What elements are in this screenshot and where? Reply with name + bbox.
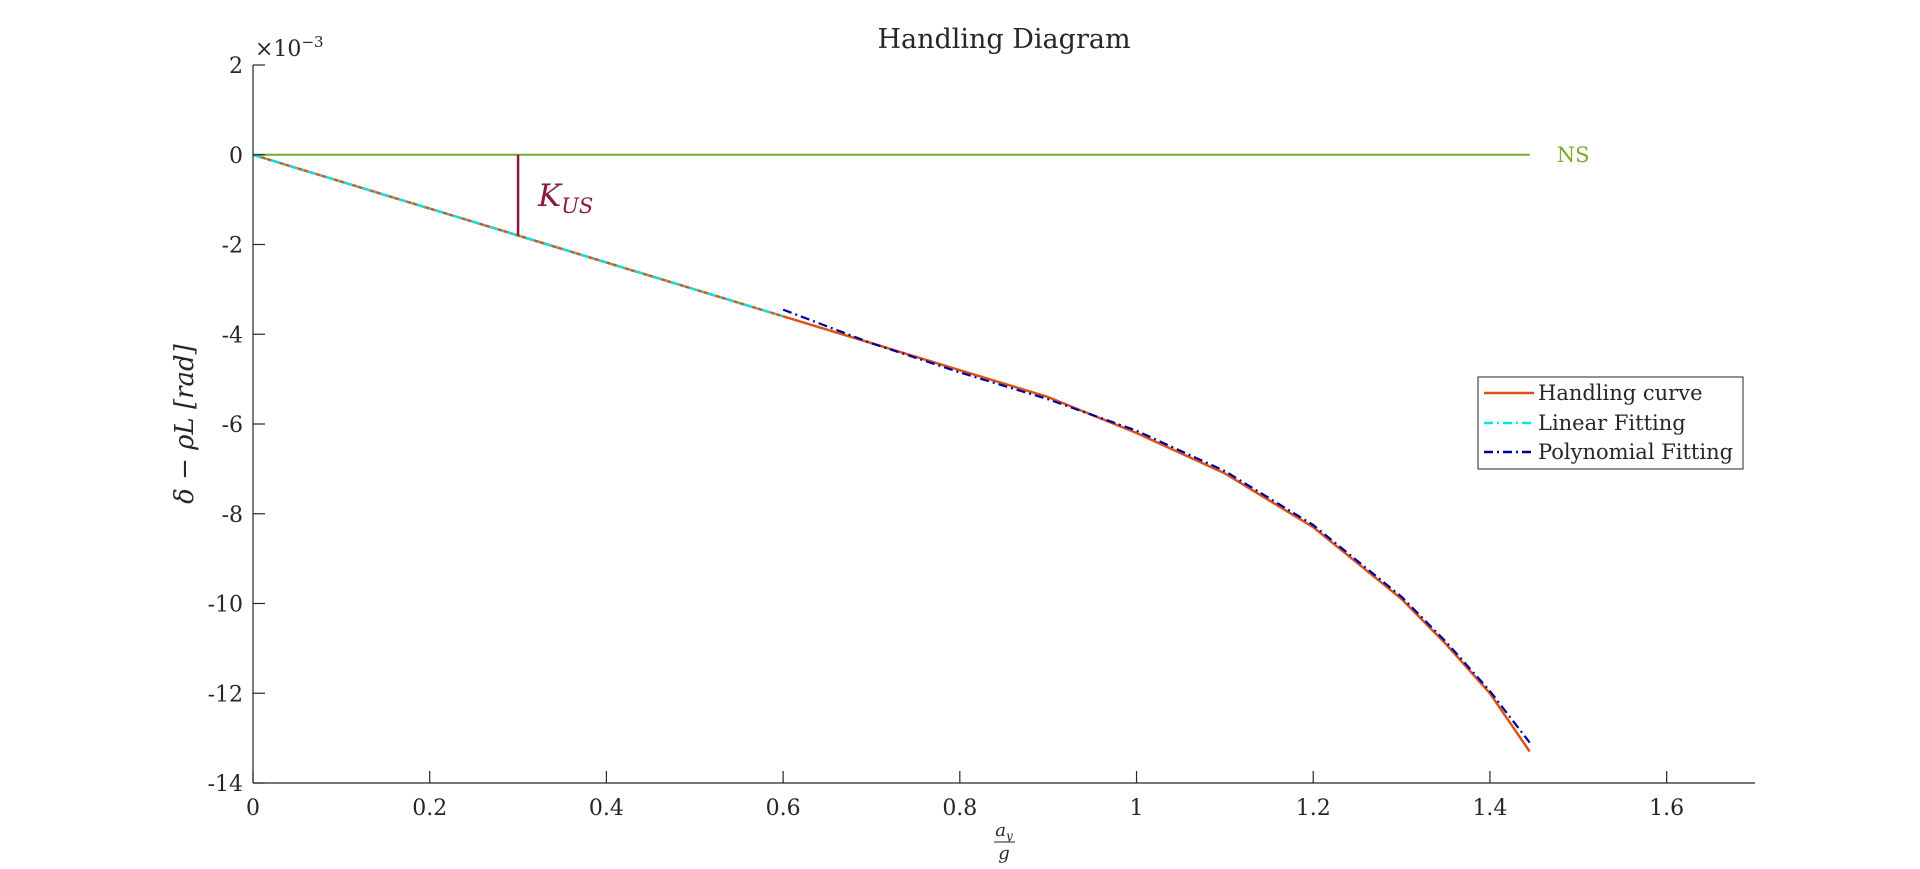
y-tick-label: -2 (222, 234, 243, 259)
kus-annotation: KUS (516, 154, 593, 236)
kus-label-main: K (537, 178, 563, 214)
y-tick-label: -14 (208, 772, 243, 797)
x-tick-label: 1.4 (1472, 796, 1507, 821)
series-polynomial-fitting (782, 308, 1531, 744)
x-tick-label: 0.2 (412, 796, 447, 821)
y-exponent-base: ×10 (255, 37, 301, 62)
svg-text:ay: ay (995, 820, 1013, 843)
y-tick-label: -8 (222, 503, 243, 528)
y-tick-label: -10 (208, 593, 243, 618)
legend: Handling curve Linear Fitting Polynomial… (1477, 376, 1744, 470)
x-tick-label: 0.8 (942, 796, 977, 821)
y-tick-label: -6 (222, 413, 243, 438)
x-tick-label: 0.6 (766, 796, 801, 821)
x-label-numerator: a (995, 820, 1006, 841)
legend-label-linear-fitting: Linear Fitting (1538, 411, 1686, 435)
ns-label: NS (1557, 143, 1590, 167)
series-layer (252, 153, 1531, 753)
x-axis-ticks: 0 0.2 0.4 0.6 0.8 1 1.2 1.4 1.6 (246, 771, 1684, 821)
x-tick-label: 1.2 (1296, 796, 1331, 821)
y-tick-label: -4 (222, 323, 243, 348)
y-tick-label: 0 (229, 144, 243, 169)
x-axis-label: ay g (994, 820, 1015, 864)
x-tick-label: 1.6 (1649, 796, 1684, 821)
x-label-denominator: g (998, 843, 1010, 864)
y-tick-label: 2 (229, 54, 243, 79)
y-tick-label: -12 (208, 682, 243, 707)
svg-text:×10−3: ×10−3 (255, 33, 324, 62)
kus-label: KUS (537, 178, 593, 218)
x-tick-label: 0 (246, 796, 260, 821)
series-linear-fitting (252, 153, 784, 318)
x-tick-label: 1 (1130, 796, 1144, 821)
x-tick-label: 0.4 (589, 796, 624, 821)
y-axis-ticks: 2 0 -2 -4 -6 -8 -10 -12 -14 (208, 54, 265, 797)
y-axis-label: δ − ρL [rad] (170, 343, 200, 504)
kus-label-sub: US (561, 194, 593, 218)
series-handling-curve (252, 153, 1531, 753)
legend-label-polynomial-fitting: Polynomial Fitting (1538, 440, 1733, 464)
legend-label-handling-curve: Handling curve (1538, 381, 1703, 405)
y-exponent-power: −3 (301, 33, 323, 51)
chart-title: Handling Diagram (877, 24, 1130, 55)
y-exponent-label: ×10−3 (255, 33, 324, 62)
x-label-numerator-sub: y (1005, 829, 1013, 843)
